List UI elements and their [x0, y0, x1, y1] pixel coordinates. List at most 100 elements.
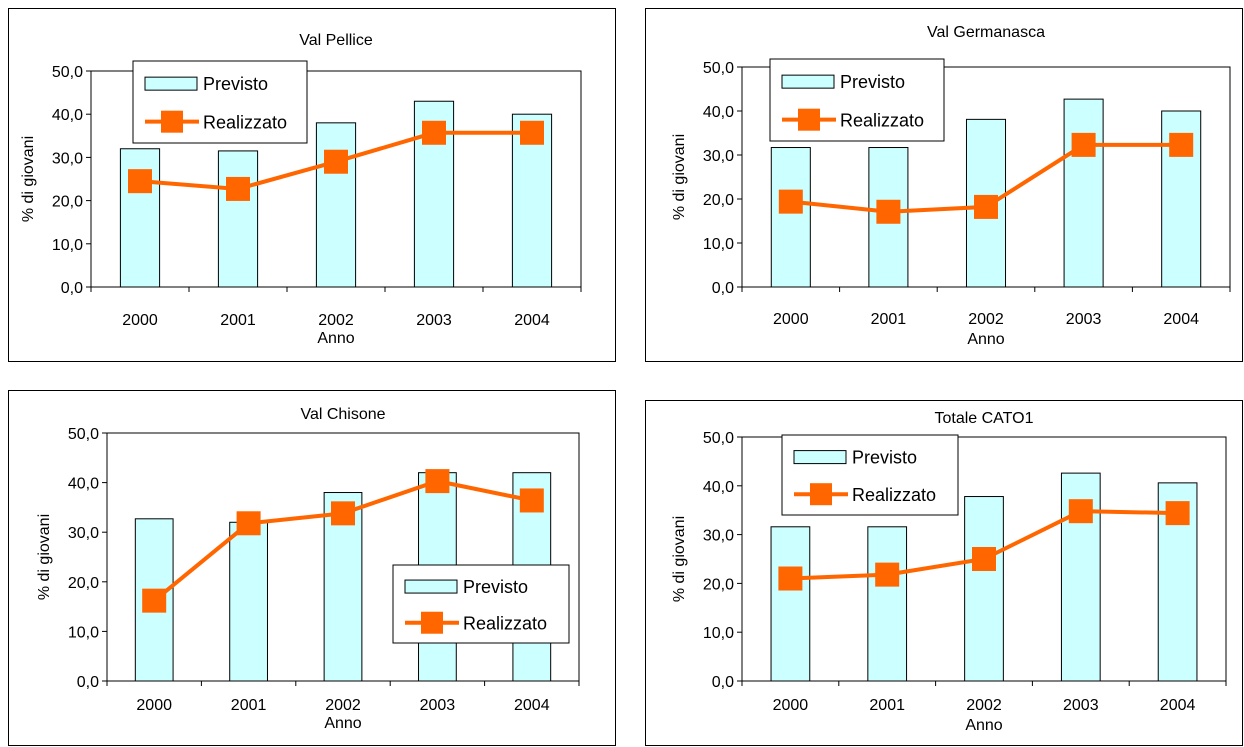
marker-realizzato-2000 — [142, 588, 167, 613]
marker-realizzato-2002 — [331, 501, 355, 526]
x-axis-label: Anno — [967, 331, 1004, 348]
legend-box — [781, 434, 959, 516]
y-axis-label: % di giovani — [671, 516, 688, 602]
bar-previsto-2001 — [229, 521, 268, 682]
chart-title: Val Germanasca — [927, 24, 1045, 41]
marker-realizzato-2002 — [324, 149, 348, 174]
x-tick-label: 2000 — [773, 311, 809, 328]
y-tick-label: 0,0 — [77, 674, 99, 691]
bar-previsto-2000 — [770, 526, 811, 682]
y-tick-label: 50,0 — [703, 430, 734, 447]
x-tick-label: 2003 — [1066, 311, 1102, 328]
y-tick-label: 0,0 — [61, 280, 83, 297]
y-tick-label: 10,0 — [703, 236, 734, 253]
x-tick-label: 2003 — [416, 312, 452, 329]
chart-val-germanasca: Val Germanasca 0,0 10,0 20,0 30,0 40,0 50,0 200… — [671, 24, 1231, 348]
marker-realizzato-2003 — [1068, 499, 1093, 524]
x-tick-label: 2003 — [420, 697, 456, 714]
y-tick-label: 20,0 — [52, 194, 83, 211]
y-tick-label: 40,0 — [703, 479, 734, 496]
legend-label-realizzato: Realizzato — [463, 614, 547, 634]
y-tick-label: 40,0 — [68, 476, 99, 493]
y-tick-label: 40,0 — [52, 107, 83, 124]
y-axis-label: % di giovani — [36, 514, 53, 600]
bar-previsto-2001 — [867, 526, 908, 682]
x-tick-label: 2001 — [231, 697, 267, 714]
legend-label-previsto: Previsto — [203, 74, 268, 94]
legend-label-previsto: Previsto — [852, 448, 917, 468]
y-tick-label: 0,0 — [712, 674, 734, 691]
y-tick-label: 20,0 — [68, 575, 99, 592]
legend-label-realizzato: Realizzato — [852, 485, 936, 505]
bar-previsto-2003 — [1063, 98, 1104, 288]
marker-realizzato-2004 — [1165, 501, 1190, 526]
x-tick-label: 2001 — [869, 697, 905, 714]
marker-realizzato-2003 — [1071, 132, 1096, 157]
marker-realizzato-2000 — [128, 169, 152, 194]
x-tick-label: 2002 — [968, 311, 1004, 328]
bar-previsto-2000 — [770, 147, 811, 288]
marker-realizzato-2001 — [875, 562, 900, 587]
y-tick-label: 20,0 — [703, 192, 734, 209]
y-tick-label: 50,0 — [68, 426, 99, 443]
marker-realizzato-2004 — [520, 120, 544, 145]
x-tick-label: 2002 — [966, 697, 1002, 714]
y-tick-label: 40,0 — [703, 104, 734, 121]
x-tick-label: 2001 — [871, 311, 907, 328]
marker-realizzato-2002 — [972, 547, 996, 571]
marker-realizzato-2000 — [778, 566, 803, 591]
marker-realizzato-2000 — [778, 189, 803, 214]
x-tick-label: 2000 — [136, 697, 172, 714]
y-tick-label: 30,0 — [703, 148, 734, 165]
bar-previsto-2002 — [315, 122, 357, 288]
x-tick-label: 2004 — [1163, 311, 1199, 328]
y-tick-label: 50,0 — [703, 60, 734, 77]
marker-realizzato-2002 — [974, 194, 998, 219]
marker-realizzato-2004 — [1169, 132, 1194, 157]
y-tick-label: 30,0 — [703, 528, 734, 545]
legend-label-realizzato: Realizzato — [203, 113, 287, 133]
x-tick-label: 2004 — [514, 697, 550, 714]
marker-realizzato-2004 — [519, 488, 544, 513]
marker-realizzato-2001 — [876, 199, 901, 224]
y-tick-label: 10,0 — [52, 237, 83, 254]
chart-panel-totale-cato1: Totale CATO1 0,0 10,0 20,0 30,0 40,0 50,0 2000 2… — [645, 400, 1243, 746]
marker-realizzato-2003 — [422, 120, 446, 145]
x-tick-label: 2000 — [122, 312, 158, 329]
y-tick-label: 50,0 — [52, 64, 83, 81]
chart-val-chisone: Val Chisone 0,0 10,0 20,0 30,0 40,0 50,0 2000 20… — [36, 406, 580, 732]
legend-swatch-previsto — [781, 74, 835, 89]
chart-title: Val Chisone — [300, 406, 385, 423]
chart-title: Val Pellice — [299, 32, 373, 49]
legend-swatch-previsto — [793, 450, 847, 465]
chart-panel-val-germanasca: Val Germanasca 0,0 10,0 20,0 30,0 40,0 50,0 200… — [645, 8, 1243, 362]
bar-previsto-2002 — [964, 496, 1004, 682]
legend-swatch-previsto — [404, 579, 458, 594]
marker-realizzato-2003 — [425, 469, 450, 494]
x-tick-label: 2004 — [1160, 697, 1196, 714]
x-axis-label: Anno — [965, 717, 1002, 734]
y-tick-label: 30,0 — [52, 150, 83, 167]
y-axis-label: % di giovani — [20, 136, 37, 222]
marker-realizzato-2001 — [226, 176, 250, 201]
x-tick-label: 2002 — [325, 697, 361, 714]
y-tick-label: 30,0 — [68, 525, 99, 542]
chart-title: Totale CATO1 — [934, 410, 1033, 427]
x-axis-label: Anno — [324, 715, 361, 732]
y-axis-label: % di giovani — [671, 134, 688, 220]
legend-label-previsto: Previsto — [840, 72, 905, 92]
bar-previsto-2001 — [217, 150, 259, 288]
legend: Previsto Realizzato — [392, 564, 570, 644]
legend-swatch-realizzato-marker — [421, 611, 443, 634]
legend: Previsto Realizzato — [132, 60, 308, 144]
x-tick-label: 2000 — [773, 697, 809, 714]
y-tick-label: 0,0 — [712, 280, 734, 297]
chart-val-pellice: Val Pellice 0,0 10,0 20,0 30,0 40,0 50,0 2000 20… — [20, 32, 582, 347]
legend: Previsto Realizzato — [781, 434, 959, 516]
x-axis-label: Anno — [317, 330, 354, 347]
chart-panel-val-pellice: Val Pellice 0,0 10,0 20,0 30,0 40,0 50,0 2000 20… — [8, 8, 616, 362]
legend-swatch-realizzato-marker — [161, 110, 183, 133]
x-tick-label: 2003 — [1063, 697, 1099, 714]
legend-swatch-previsto — [144, 76, 198, 91]
x-tick-label: 2001 — [220, 312, 256, 329]
